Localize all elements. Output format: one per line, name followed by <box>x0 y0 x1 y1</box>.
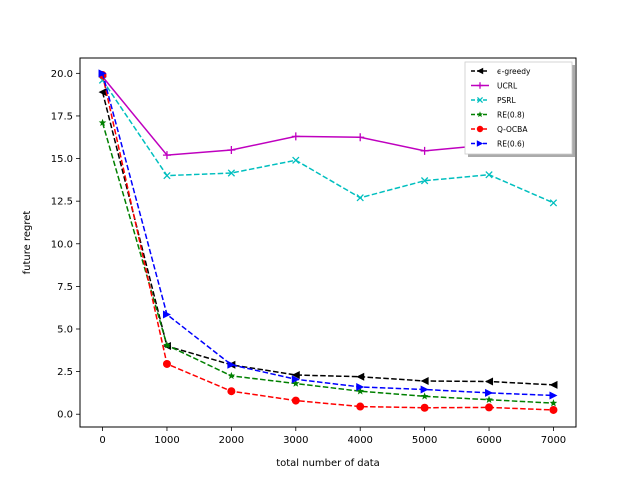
legend-marker <box>476 67 484 75</box>
data-point <box>549 391 558 400</box>
plot-frame <box>79 57 577 428</box>
legend-item: PSRL <box>471 96 516 105</box>
data-point <box>227 360 236 369</box>
series-line <box>101 73 554 397</box>
series-line <box>101 122 554 404</box>
data-point <box>227 146 236 155</box>
legend-marker <box>476 96 484 104</box>
legend-marker <box>476 140 484 147</box>
data-point <box>162 151 171 160</box>
data-point <box>98 88 107 97</box>
legend-label: RE(0.8) <box>497 111 525 120</box>
y-tick-label: 12.5 <box>51 197 73 208</box>
data-point <box>98 69 107 78</box>
x-tick-label: 2000 <box>219 435 244 446</box>
legend-item: ϵ-greedy <box>471 67 531 76</box>
legend-label: RE(0.6) <box>497 140 525 149</box>
data-point <box>98 118 107 126</box>
data-point <box>291 396 300 405</box>
data-point <box>420 376 429 385</box>
legend-marker <box>476 111 484 118</box>
ticks-layer: 0 1000 2000 3000 4000 5000 6000 7000 0.0 2.5 5.0 7.… <box>51 69 566 446</box>
data-point <box>485 171 493 179</box>
y-tick-label: 17.5 <box>51 111 73 122</box>
data-point <box>227 387 236 396</box>
x-axis-label: total number of data <box>276 458 380 469</box>
data-point <box>163 171 171 180</box>
data-point <box>485 403 494 412</box>
data-point <box>291 371 300 380</box>
data-point <box>227 371 236 380</box>
data-point <box>420 403 429 412</box>
data-point <box>549 199 558 207</box>
data-point <box>163 341 171 349</box>
y-tick-label: 10.0 <box>51 239 73 250</box>
data-point <box>420 177 429 185</box>
data-point <box>485 395 493 403</box>
data-point <box>549 405 558 414</box>
legend-label: Q-OCBA <box>497 125 528 134</box>
data-point <box>549 380 558 389</box>
data-point <box>485 388 494 397</box>
data-point <box>291 132 300 141</box>
data-point <box>420 385 429 394</box>
series-3 <box>98 118 558 407</box>
data-point <box>356 387 365 395</box>
data-point <box>549 399 558 407</box>
series-5 <box>98 69 558 400</box>
legend-marker <box>476 82 484 89</box>
x-tick-label: 0 <box>99 435 105 446</box>
y-tick-label: 5.0 <box>57 324 73 335</box>
data-point <box>420 146 429 155</box>
legend: ϵ-greedy UCRL PSRL RE(0.8) Q-OCBA RE(0.6) <box>464 61 575 157</box>
data-point <box>291 379 300 387</box>
series-line <box>101 74 554 411</box>
x-tick-label: 6000 <box>476 435 501 446</box>
legend-label: ϵ-greedy <box>497 67 531 76</box>
legend-item: Q-OCBA <box>471 125 528 134</box>
y-tick-label: 2.5 <box>57 367 73 378</box>
data-point <box>292 156 300 164</box>
x-tick-label: 3000 <box>283 435 308 446</box>
data-point <box>227 169 236 177</box>
data-point <box>356 372 365 381</box>
y-tick-label: 7.5 <box>57 282 73 293</box>
data-point <box>162 310 171 319</box>
legend-item: RE(0.6) <box>471 140 525 149</box>
data-point <box>485 377 494 386</box>
data-point <box>291 375 300 384</box>
legend-item: UCRL <box>471 82 518 91</box>
legend-label: UCRL <box>497 82 518 91</box>
y-tick-label: 0.0 <box>57 410 73 421</box>
data-point <box>356 133 365 142</box>
series-line <box>101 91 554 386</box>
legend-label: PSRL <box>497 96 516 105</box>
data-point <box>356 194 364 202</box>
data-point <box>356 402 365 411</box>
y-tick-label: 20.0 <box>51 69 73 80</box>
data-point <box>420 392 429 400</box>
legend-item: RE(0.8) <box>471 111 525 120</box>
legend-marker <box>476 125 484 133</box>
series-4 <box>98 71 558 414</box>
legend-box <box>464 61 573 155</box>
x-tick-label: 4000 <box>347 435 372 446</box>
x-tick-label: 7000 <box>541 435 566 446</box>
x-tick-label: 1000 <box>154 435 179 446</box>
data-point <box>162 359 171 368</box>
y-tick-label: 15.0 <box>51 154 73 165</box>
y-axis-label: future regret <box>22 211 33 275</box>
x-tick-label: 5000 <box>412 435 437 446</box>
data-point <box>356 382 365 391</box>
